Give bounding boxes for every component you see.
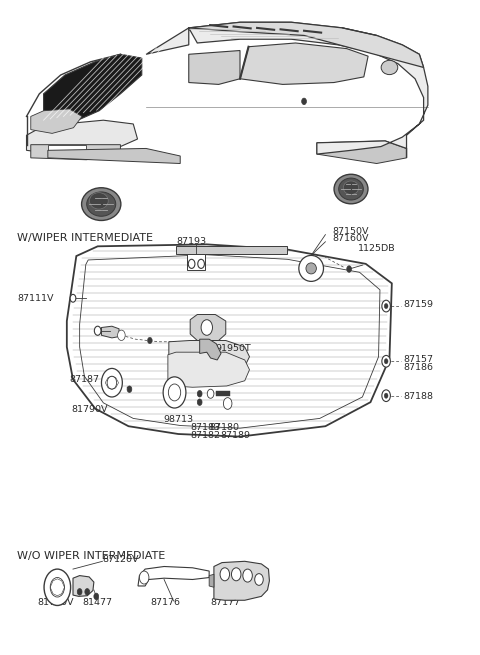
Text: W/O WIPER INTERMEDIATE: W/O WIPER INTERMEDIATE [17, 551, 165, 561]
Text: 1125DB: 1125DB [358, 244, 396, 253]
Circle shape [44, 569, 71, 605]
Text: 87159: 87159 [404, 299, 434, 309]
Polygon shape [26, 121, 137, 154]
Circle shape [94, 593, 98, 599]
Text: 87188: 87188 [404, 392, 434, 402]
Bar [187, 254, 205, 271]
Circle shape [107, 376, 117, 389]
Ellipse shape [334, 174, 368, 204]
Polygon shape [44, 54, 142, 122]
Ellipse shape [82, 188, 121, 221]
Text: 98713: 98713 [163, 415, 193, 424]
Text: 87157: 87157 [404, 355, 434, 364]
Polygon shape [73, 576, 94, 596]
Circle shape [255, 574, 263, 586]
Text: 87187: 87187 [69, 375, 99, 384]
Ellipse shape [299, 255, 324, 282]
Text: 87182: 87182 [190, 432, 220, 440]
Text: 87160V: 87160V [333, 234, 369, 243]
Text: 87111V: 87111V [17, 294, 53, 303]
Bar [48, 145, 86, 154]
Circle shape [220, 568, 229, 581]
Polygon shape [146, 22, 428, 158]
Text: 87176: 87176 [151, 599, 181, 607]
Circle shape [188, 259, 195, 269]
Circle shape [382, 390, 390, 402]
Polygon shape [31, 145, 120, 160]
Circle shape [197, 399, 202, 405]
Polygon shape [240, 43, 368, 84]
Polygon shape [48, 149, 180, 164]
Text: 91950T: 91950T [216, 344, 251, 353]
Circle shape [198, 259, 204, 269]
Circle shape [163, 377, 186, 408]
Circle shape [85, 589, 90, 595]
Circle shape [118, 330, 125, 341]
Polygon shape [67, 244, 392, 437]
Text: 81477: 81477 [83, 599, 112, 607]
Text: W/WIPER INTERMEDIATE: W/WIPER INTERMEDIATE [17, 233, 153, 243]
Polygon shape [31, 109, 82, 134]
Text: 87177: 87177 [211, 599, 240, 607]
Ellipse shape [381, 60, 398, 75]
Text: 87120V: 87120V [102, 555, 139, 564]
Circle shape [101, 368, 122, 397]
Circle shape [70, 294, 76, 302]
Circle shape [231, 568, 241, 581]
Polygon shape [200, 339, 221, 360]
Circle shape [384, 303, 388, 309]
Polygon shape [189, 50, 240, 84]
Text: 87186: 87186 [404, 364, 434, 372]
Circle shape [382, 356, 390, 367]
Text: 87180: 87180 [209, 423, 239, 432]
Text: 87189: 87189 [220, 432, 250, 440]
Circle shape [223, 398, 232, 409]
Polygon shape [190, 314, 226, 341]
Polygon shape [169, 341, 250, 369]
Circle shape [207, 389, 214, 398]
Circle shape [168, 384, 180, 401]
Circle shape [243, 569, 252, 582]
Circle shape [301, 98, 306, 105]
Ellipse shape [89, 193, 108, 209]
Polygon shape [189, 22, 424, 67]
Bar [216, 391, 229, 396]
Circle shape [127, 386, 132, 392]
Circle shape [382, 300, 390, 312]
Text: 81790V: 81790V [72, 405, 108, 414]
Ellipse shape [306, 263, 316, 274]
Ellipse shape [339, 178, 363, 200]
Text: 87183: 87183 [190, 423, 220, 432]
Polygon shape [101, 326, 119, 338]
Circle shape [147, 337, 152, 344]
Ellipse shape [87, 192, 116, 216]
Text: 81790V: 81790V [37, 599, 73, 607]
Circle shape [197, 390, 202, 397]
Polygon shape [214, 561, 269, 600]
Text: 87193: 87193 [176, 237, 206, 246]
Text: 87150V: 87150V [333, 227, 369, 236]
Circle shape [95, 326, 101, 335]
Circle shape [201, 320, 213, 335]
Circle shape [384, 359, 388, 364]
Polygon shape [209, 574, 214, 588]
Polygon shape [168, 352, 250, 387]
Ellipse shape [343, 181, 359, 195]
Circle shape [77, 589, 82, 595]
Polygon shape [317, 141, 407, 164]
Circle shape [384, 393, 388, 398]
Circle shape [139, 571, 149, 584]
Circle shape [347, 266, 351, 272]
Bar [176, 246, 288, 254]
Polygon shape [138, 567, 209, 586]
Circle shape [50, 578, 64, 597]
